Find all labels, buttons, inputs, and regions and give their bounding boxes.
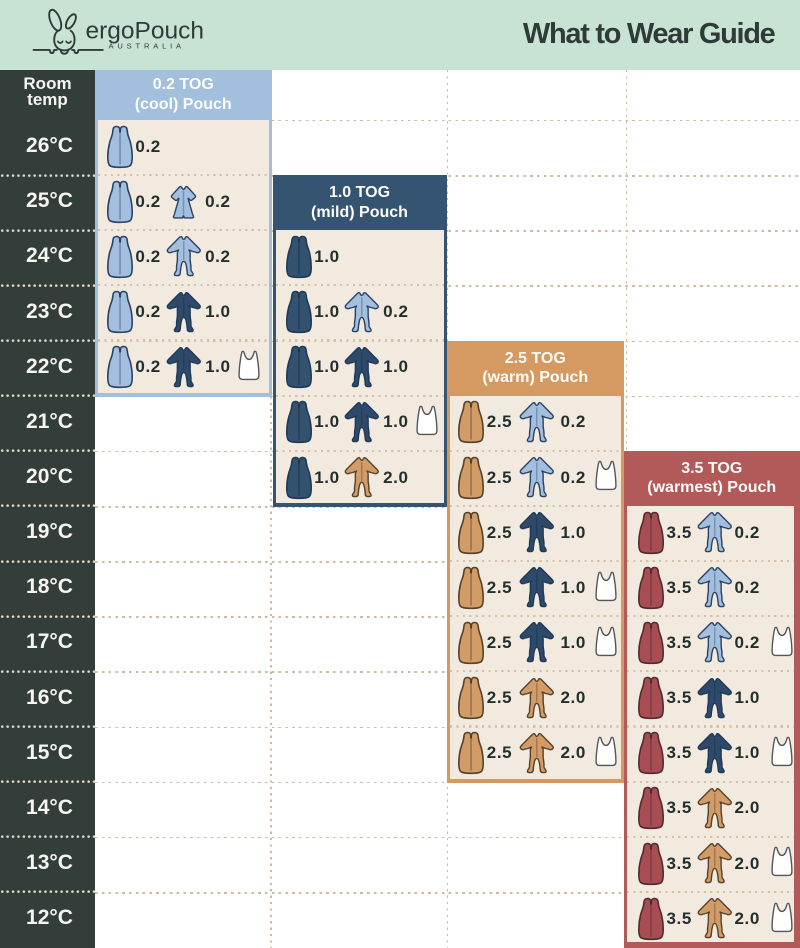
svg-text:AUSTRALIA: AUSTRALIA [109, 42, 185, 51]
svg-text:ergoPouch: ergoPouch [86, 18, 205, 45]
